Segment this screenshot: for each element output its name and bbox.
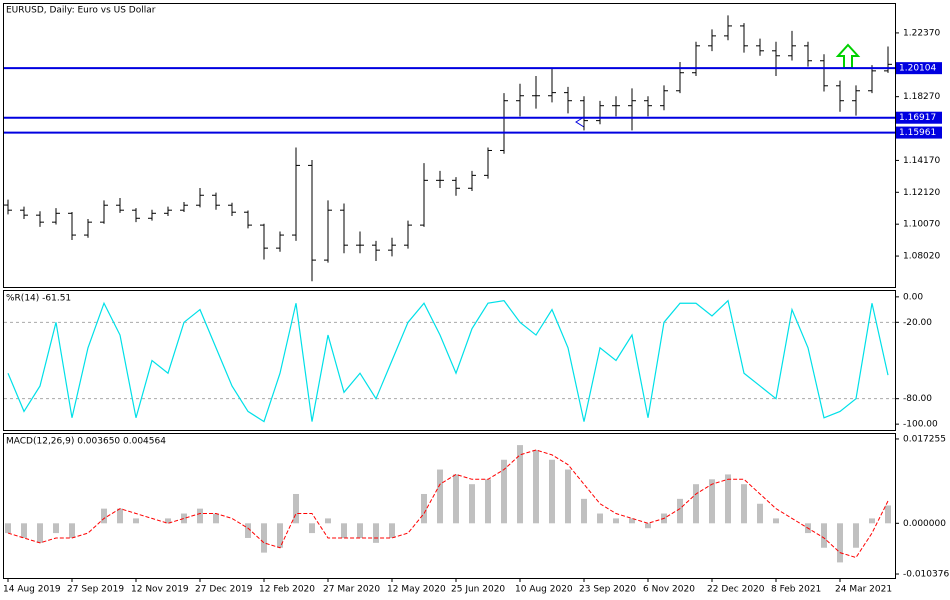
y-tick-label: 1.18270: [903, 92, 940, 102]
histogram-bar: [533, 449, 539, 524]
histogram-bar: [485, 479, 491, 524]
y-tick-label: -20.00: [903, 318, 932, 328]
level-label-box: [896, 111, 942, 124]
x-tick-label: 25 Jun 2020: [451, 585, 505, 595]
histogram-bar: [677, 498, 683, 524]
y-tick-label: 1.08020: [903, 252, 940, 262]
x-tick-label: 24 Mar 2021: [835, 585, 892, 595]
histogram-bar: [629, 518, 635, 524]
x-tick-label: 10 Aug 2020: [515, 585, 573, 595]
x-tick-label: 12 Nov 2019: [131, 585, 189, 595]
y-tick-label: 0.000000: [903, 519, 946, 529]
histogram-bar: [277, 523, 283, 548]
histogram-bar: [725, 474, 731, 524]
histogram-bar: [837, 523, 843, 563]
histogram-bar: [741, 484, 747, 524]
wpr-line: [7, 299, 889, 423]
histogram-bar: [357, 523, 363, 538]
histogram-bar: [597, 513, 603, 524]
histogram-bar: [165, 518, 171, 524]
histogram-bar: [21, 523, 27, 538]
y-tick-label: 1.22370: [903, 28, 940, 38]
y-tick-label: -80.00: [903, 394, 932, 404]
histogram-bar: [69, 523, 75, 538]
level-label: 1.15961: [899, 128, 936, 138]
x-tick-label: 23 Sep 2020: [579, 585, 636, 595]
histogram-bar: [773, 518, 779, 524]
histogram-bar: [373, 523, 379, 543]
histogram-bar: [133, 518, 139, 524]
histogram-bar: [437, 469, 443, 524]
x-tick-label: 27 Dec 2019: [195, 585, 253, 595]
x-tick-label: 12 Feb 2020: [259, 585, 315, 595]
histogram-bar: [469, 484, 475, 524]
x-tick-label: 14 Aug 2019: [3, 585, 61, 595]
level-label: 1.20104: [899, 64, 936, 74]
histogram-bar: [613, 518, 619, 524]
histogram-bar: [117, 508, 123, 524]
wpr-title: %R(14) -61.51: [6, 294, 71, 304]
histogram-bar: [453, 474, 459, 524]
histogram-bar: [5, 523, 11, 534]
histogram-bar: [549, 459, 555, 524]
x-tick-label: 8 Feb 2021: [771, 585, 821, 595]
histogram-bar: [709, 479, 715, 524]
chart-title: EURUSD, Daily: Euro vs US Dollar: [6, 6, 156, 16]
y-tick-label: 1.10070: [903, 220, 940, 230]
level-label: 1.16917: [899, 113, 936, 123]
histogram-bar: [885, 505, 891, 524]
histogram-bar: [517, 445, 523, 524]
histogram-bar: [53, 523, 59, 534]
histogram-bar: [341, 523, 347, 538]
histogram-bar: [853, 523, 859, 548]
histogram-bar: [821, 523, 827, 548]
histogram-bar: [565, 469, 571, 524]
histogram-bar: [213, 513, 219, 524]
y-tick-label: 0.017255: [903, 434, 946, 444]
histogram-bar: [309, 523, 315, 534]
x-tick-label: 27 Sep 2019: [67, 585, 124, 595]
x-tick-label: 12 May 2020: [387, 585, 446, 595]
x-tick-label: 6 Nov 2020: [643, 585, 695, 595]
signal-line: [7, 449, 889, 559]
histogram-bar: [389, 523, 395, 538]
wpr-panel: [3, 290, 896, 431]
histogram-bar: [261, 523, 267, 553]
price-panel: [3, 3, 896, 288]
histogram-bar: [37, 523, 43, 543]
y-tick-label: -0.010376: [903, 570, 949, 580]
histogram-bar: [757, 503, 763, 524]
macd-panel: [3, 433, 896, 579]
histogram-bar: [293, 493, 299, 524]
y-tick-label: 0.00: [903, 292, 923, 302]
histogram-bar: [101, 508, 107, 524]
x-tick-label: 22 Dec 2020: [707, 585, 765, 595]
histogram-bar: [645, 523, 651, 529]
histogram-bar: [197, 508, 203, 524]
histogram-bar: [693, 484, 699, 524]
y-tick-label: -100.00: [903, 420, 938, 430]
y-tick-label: 1.12120: [903, 188, 940, 198]
histogram-bar: [421, 493, 427, 524]
histogram-bar: [869, 518, 875, 524]
histogram-bar: [181, 513, 187, 524]
y-tick-label: 1.14170: [903, 156, 940, 166]
histogram-bar: [325, 518, 331, 524]
level-label-box: [896, 62, 942, 75]
x-tick-label: 27 Mar 2020: [323, 585, 380, 595]
histogram-bar: [501, 459, 507, 524]
level-label-box: [896, 126, 942, 139]
histogram-bar: [581, 498, 587, 524]
histogram-bar: [245, 523, 251, 538]
macd-title: MACD(12,26,9) 0.003650 0.004564: [6, 437, 166, 447]
